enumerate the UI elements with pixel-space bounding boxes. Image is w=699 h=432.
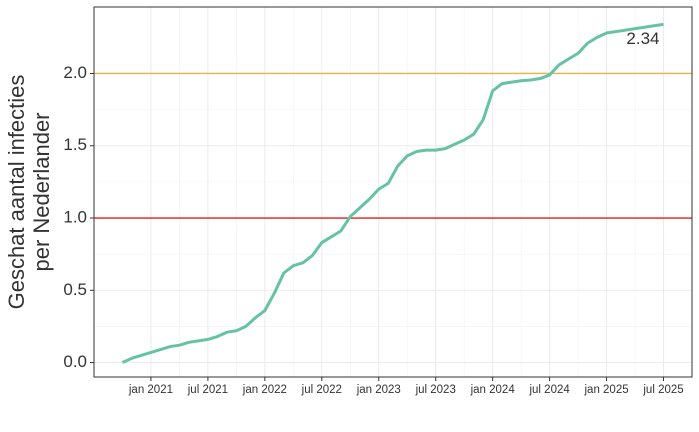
y-axis-label-line: per Nederlander (29, 113, 54, 272)
x-tick-label: jan 2021 (128, 384, 173, 396)
y-tick-label: 1.0 (63, 208, 87, 227)
y-axis-label: Geschat aantal infectiesper Nederlander (4, 75, 54, 310)
y-axis-label-line: Geschat aantal infecties (4, 75, 29, 310)
x-tick-label: jan 2022 (242, 384, 287, 396)
x-tick-label: jan 2023 (356, 384, 401, 396)
data-line (121, 22, 664, 364)
y-tick-label: 1.5 (63, 135, 87, 154)
x-tick-label: jul 2021 (187, 384, 228, 396)
x-tick-label: jul 2024 (528, 384, 570, 396)
x-tick-label: jul 2022 (301, 384, 342, 396)
y-tick-label: 0.0 (63, 352, 87, 371)
y-tick-label: 0.5 (63, 280, 87, 299)
x-tick-label: jan 2025 (584, 384, 629, 396)
y-tick-label: 2.0 (63, 63, 87, 82)
x-tick-label: jul 2025 (642, 384, 683, 396)
annotation: 2.34 (626, 29, 659, 48)
x-tick-label: jan 2024 (470, 384, 516, 396)
plot-border (93, 6, 693, 378)
x-tick-label: jul 2023 (415, 384, 456, 396)
